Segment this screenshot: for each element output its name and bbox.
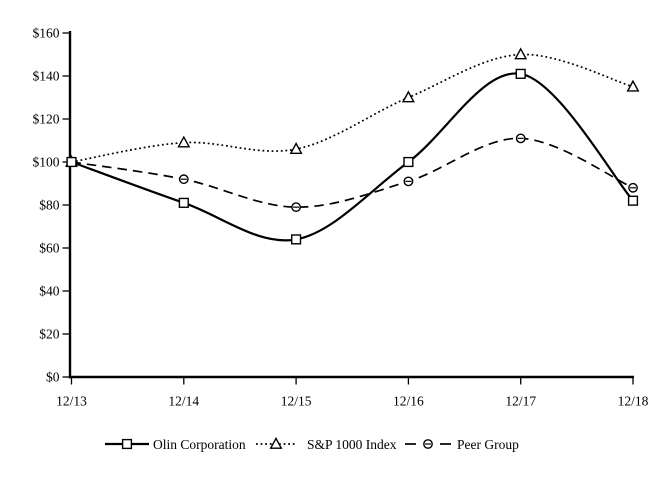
legend-item-olin-corporation-label: Olin Corporation bbox=[153, 437, 246, 452]
series-s-p-1000-index-triangle-marker bbox=[177, 135, 191, 148]
legend-item-s-p-1000-index-triangle-marker bbox=[269, 436, 283, 449]
y-tick-label: $20 bbox=[39, 327, 60, 342]
y-tick-label: $100 bbox=[33, 155, 60, 170]
x-tick-label: 12/14 bbox=[168, 394, 199, 409]
series-s-p-1000-index-triangle-marker bbox=[514, 47, 528, 60]
series-olin-corporation-square-marker bbox=[627, 195, 639, 206]
x-tick-label: 12/18 bbox=[618, 394, 649, 409]
series-olin-corporation-square-marker bbox=[403, 156, 414, 168]
y-tick-label: $120 bbox=[33, 112, 60, 127]
y-tick-label: $80 bbox=[39, 198, 60, 213]
x-tick-label: 12/15 bbox=[281, 394, 312, 409]
legend-item-olin-corporation-square-marker bbox=[121, 438, 133, 450]
legend-item-peer-group-label: Peer Group bbox=[457, 437, 519, 452]
series-s-p-1000-index-triangle-marker bbox=[401, 90, 415, 103]
x-tick-label: 12/13 bbox=[56, 394, 87, 409]
y-tick-label: $40 bbox=[39, 284, 60, 299]
series-olin-corporation-square-marker bbox=[66, 156, 77, 168]
y-tick-label: $140 bbox=[33, 69, 60, 84]
y-tick-label: $0 bbox=[46, 370, 60, 385]
x-tick-label: 12/17 bbox=[505, 394, 536, 409]
series-olin-corporation-square-marker bbox=[178, 197, 189, 208]
series-olin-corporation-square-marker bbox=[291, 234, 302, 245]
series-line-peer-group bbox=[71, 137, 634, 209]
series-s-p-1000-index-triangle-marker bbox=[626, 79, 640, 92]
y-tick-label: $160 bbox=[33, 26, 60, 41]
series-line-s-p-1000-index bbox=[71, 53, 634, 163]
series-line-olin-corporation bbox=[71, 72, 634, 242]
x-tick-label: 12/16 bbox=[393, 394, 424, 409]
y-tick-label: $60 bbox=[39, 241, 60, 256]
series-olin-corporation-square-marker bbox=[515, 68, 526, 79]
legend-item-s-p-1000-index-label: S&P 1000 Index bbox=[307, 437, 397, 452]
series-s-p-1000-index-triangle-marker bbox=[289, 142, 303, 154]
